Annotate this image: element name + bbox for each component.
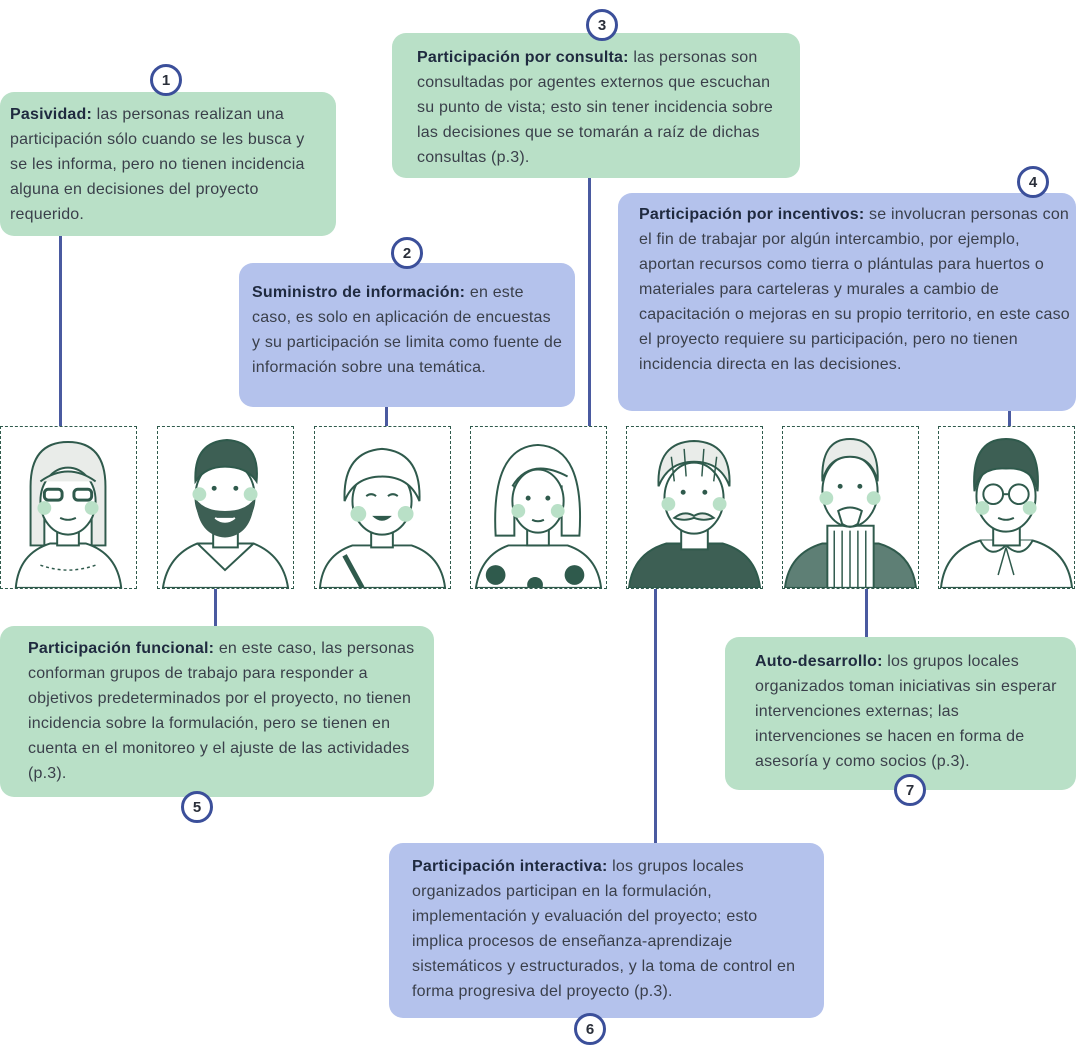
portrait-man-round-glasses bbox=[938, 426, 1075, 589]
item-box-6: Participación interactiva: los grupos lo… bbox=[389, 843, 824, 1018]
item-text-1: las personas realizan una participación … bbox=[10, 106, 305, 223]
item-title-4: Participación por incentivos: bbox=[639, 206, 865, 223]
connector-1 bbox=[59, 236, 62, 426]
item-title-5: Participación funcional: bbox=[28, 640, 215, 657]
item-number-2: 2 bbox=[391, 237, 423, 269]
item-number-7: 7 bbox=[894, 774, 926, 806]
connector-6 bbox=[654, 589, 657, 844]
item-box-7: Auto-desarrollo: los grupos locales orga… bbox=[725, 637, 1076, 790]
portrait-woman-glasses bbox=[0, 426, 137, 589]
item-box-4: Participación por incentivos: se involuc… bbox=[618, 193, 1076, 411]
portrait-man-mustache bbox=[626, 426, 763, 589]
item-box-1: Pasividad: las personas realizan una par… bbox=[0, 92, 336, 236]
item-title-1: Pasividad: bbox=[10, 106, 93, 123]
item-text-6: los grupos locales organizados participa… bbox=[412, 858, 796, 1000]
item-text-7: los grupos locales organizados toman ini… bbox=[755, 653, 1057, 770]
portrait-woman-bangs bbox=[314, 426, 451, 589]
portrait-woman-polka-dots bbox=[470, 426, 607, 589]
portrait-old-man bbox=[782, 426, 919, 589]
item-box-3: Participación por consulta: las personas… bbox=[392, 33, 800, 178]
item-number-5: 5 bbox=[181, 791, 213, 823]
connector-7 bbox=[865, 589, 868, 637]
item-box-5: Participación funcional: en este caso, l… bbox=[0, 626, 434, 797]
item-text-3: las personas son consultadas por agentes… bbox=[417, 49, 773, 166]
item-box-2: Suministro de información: en este caso,… bbox=[239, 263, 575, 407]
item-title-6: Participación interactiva: bbox=[412, 858, 608, 875]
connector-3 bbox=[588, 178, 591, 426]
item-number-4: 4 bbox=[1017, 166, 1049, 198]
item-number-6: 6 bbox=[574, 1013, 606, 1045]
item-title-3: Participación por consulta: bbox=[417, 49, 629, 66]
connector-2 bbox=[385, 406, 388, 426]
item-title-7: Auto-desarrollo: bbox=[755, 653, 883, 670]
connector-4 bbox=[1008, 410, 1011, 426]
portrait-bearded-man bbox=[157, 426, 294, 589]
item-text-4: se involucran personas con el fin de tra… bbox=[639, 206, 1070, 373]
item-text-5: en este caso, las personas conforman gru… bbox=[28, 640, 415, 782]
connector-5 bbox=[214, 589, 217, 626]
item-number-3: 3 bbox=[586, 9, 618, 41]
item-title-2: Suministro de información: bbox=[252, 284, 466, 301]
item-number-1: 1 bbox=[150, 64, 182, 96]
item-text-2: en este caso, es solo en aplicación de e… bbox=[252, 284, 563, 376]
